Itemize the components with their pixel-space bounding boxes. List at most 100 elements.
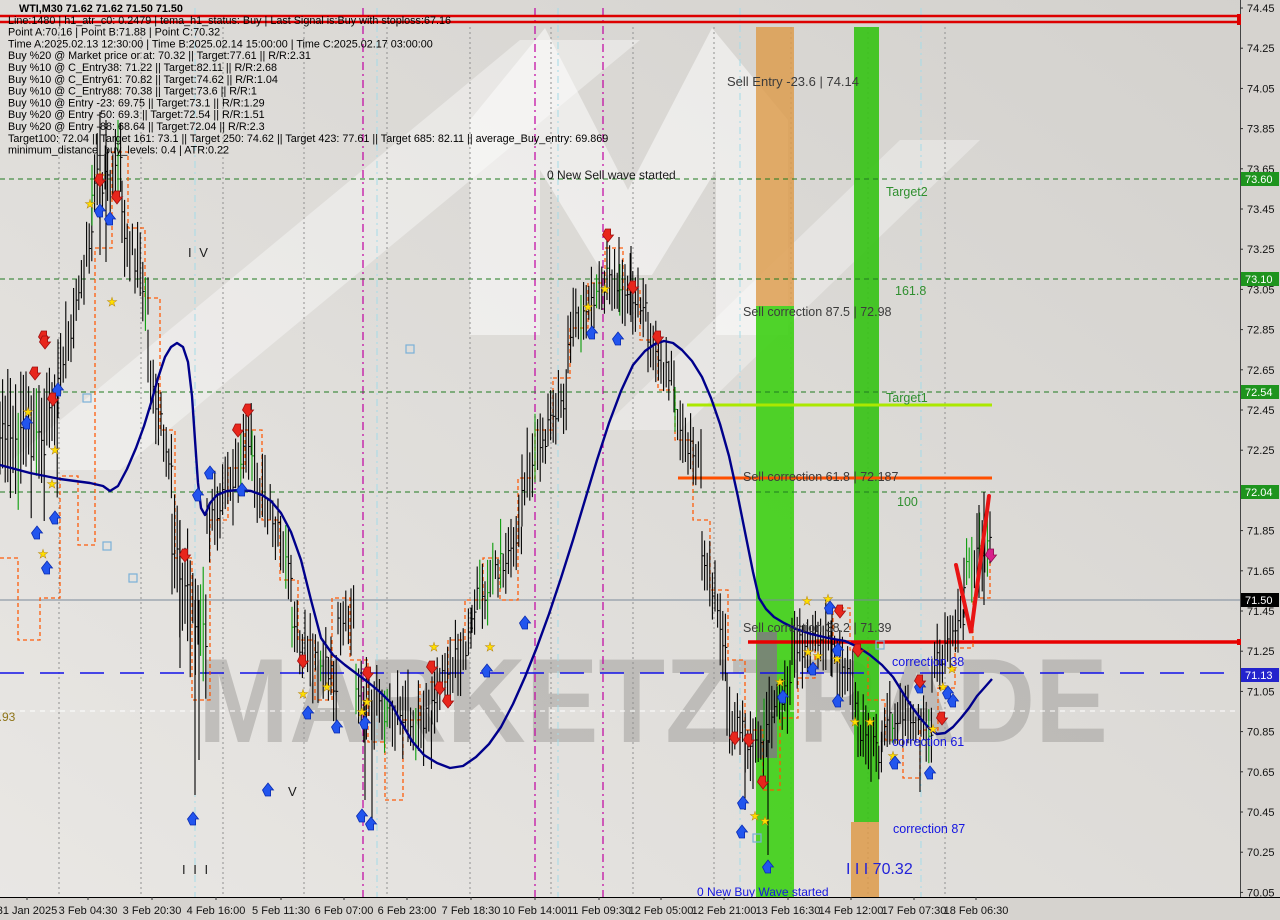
- sell-arrow-icon: [362, 666, 375, 681]
- ea-info-line: Point A:70.16 | Point B:71.88 | Point C:…: [8, 27, 220, 39]
- left-price-fragment: 9.93: [0, 710, 16, 724]
- tema-ma-line: [0, 339, 993, 770]
- ea-info-line: Buy %10 @ C_Entry38: 71.22 || Target:82.…: [8, 62, 277, 74]
- correction-61-label: correction 61: [892, 735, 964, 749]
- star-icon: ★: [38, 547, 49, 561]
- price-axis: 74.4574.2574.0573.8573.6573.4573.2573.05…: [1237, 0, 1280, 899]
- star-icon: ★: [947, 662, 958, 676]
- buy-arrow-icon: [192, 487, 205, 502]
- price-badge: 72.04: [1245, 487, 1273, 499]
- sell-arrow-icon: [29, 366, 42, 381]
- price-axis-label: 73.85: [1247, 124, 1275, 136]
- sell-arrow-icon: [914, 674, 927, 689]
- buy-arrow-icon: [31, 525, 44, 540]
- buy-arrow-icon: [889, 755, 902, 770]
- ea-info-line: Time A:2025.02.13 12:30:00 | Time B:2025…: [8, 38, 433, 50]
- buy-arrow-icon: [924, 765, 937, 780]
- brand-watermark-text: MARKETZTRADE: [198, 634, 1108, 768]
- time-axis-label: 13 Feb 16:30: [756, 905, 821, 917]
- price-axis-label: 74.05: [1247, 83, 1275, 95]
- time-axis-label: 5 Feb 11:30: [252, 905, 310, 917]
- ea-info-line: Line:1480 | h1_atr_c0: 0.2479 | tema_h1_…: [8, 15, 451, 27]
- sell-arrow-icon: [242, 403, 255, 418]
- sell-arrow-icon: [47, 392, 60, 407]
- buy-arrow-icon: [612, 331, 625, 346]
- star-icon: ★: [775, 675, 786, 689]
- star-icon: ★: [865, 715, 876, 729]
- buy-arrow-icon: [21, 415, 34, 430]
- time-axis-label: 14 Feb 12:00: [819, 905, 884, 917]
- price-badge: 71.13: [1245, 670, 1273, 682]
- sell-arrow-icon: [852, 643, 865, 658]
- star-icon: ★: [485, 640, 496, 654]
- star-icon: ★: [760, 814, 771, 828]
- time-axis-label: 18 Feb 06:30: [944, 905, 1009, 917]
- buy-arrow-icon: [331, 719, 344, 734]
- time-axis-label: 12 Feb 05:00: [629, 905, 694, 917]
- star-icon: ★: [850, 715, 861, 729]
- sell-arrow-icon: [232, 423, 245, 438]
- ea-info-line: Buy %10 @ C_Entry61: 70.82 || Target:74.…: [8, 74, 278, 86]
- star-icon: ★: [938, 680, 949, 694]
- price-axis-label: 72.85: [1247, 325, 1275, 337]
- ea-info-line: minimum_distance_buy_levels: 0.4 | ATR:0…: [8, 145, 229, 157]
- ea-info-line: Buy %10 @ Entry -23: 69.75 || Target:73.…: [8, 97, 265, 109]
- buy-arrow-icon: [204, 465, 217, 480]
- sell-arrow-icon: [652, 330, 665, 345]
- sell-arrow-icon: [297, 654, 310, 669]
- zigzag-trend-line: [954, 494, 991, 634]
- price-axis-label: 71.85: [1247, 526, 1275, 538]
- price-axis-label: 74.45: [1247, 3, 1275, 15]
- sell-arrow-icon: [729, 731, 742, 746]
- new-buy-wave-label: 0 New Buy Wave started: [697, 885, 829, 899]
- price-axis-label: 74.25: [1247, 43, 1275, 55]
- price-axis-label: 71.25: [1247, 646, 1275, 658]
- sell-corr-618-label: Sell correction 61.8 | 72.187: [743, 470, 898, 484]
- star-icon: ★: [107, 295, 118, 309]
- star-icon: ★: [50, 443, 61, 457]
- price-badge: 72.54: [1245, 387, 1273, 399]
- new-sell-wave-label: 0 New Sell wave started: [547, 168, 676, 182]
- star-icon: ★: [803, 645, 814, 659]
- price-axis-label: 72.45: [1247, 405, 1275, 417]
- buy-arrow-icon: [356, 808, 369, 823]
- buy-arrow-icon: [832, 693, 845, 708]
- time-axis-label: 3 Feb 04:30: [59, 905, 118, 917]
- star-icon: ★: [813, 649, 824, 663]
- price-axis-label: 71.65: [1247, 566, 1275, 578]
- sell-arrow-icon: [834, 604, 847, 619]
- correction-38-label: correction 38: [892, 655, 964, 669]
- sell-arrow-icon: [743, 733, 756, 748]
- wave-3-price-label: I I I 70.32: [846, 861, 913, 878]
- price-axis-label: 73.25: [1247, 244, 1275, 256]
- sell-arrow-icon: [179, 548, 192, 563]
- time-axis-label: 3 Feb 20:30: [123, 905, 182, 917]
- time-axis-label: 4 Feb 16:00: [187, 905, 246, 917]
- time-axis-label: 11 Feb 09:30: [567, 905, 631, 917]
- signal-markers: ★★★★★★★★★★★★★★★★★★★★★★★★★★★★★: [21, 169, 998, 874]
- wave-4-label: I V: [188, 245, 210, 260]
- buy-arrow-icon: [187, 811, 200, 826]
- buy-arrow-icon: [586, 325, 599, 340]
- star-icon: ★: [750, 809, 761, 823]
- sell-entry-label: Sell Entry -23.6 | 74.14: [727, 74, 859, 89]
- price-axis-label: 72.25: [1247, 445, 1275, 457]
- buy-arrow-icon: [807, 661, 820, 676]
- price-axis-label: 73.45: [1247, 204, 1275, 216]
- star-icon: ★: [362, 695, 373, 709]
- price-axis-label: 70.25: [1247, 847, 1275, 859]
- star-icon: ★: [832, 652, 843, 666]
- buy-arrow-icon: [49, 510, 62, 525]
- ea-info-line: Buy %10 @ C_Entry88: 70.38 || Target:73.…: [8, 86, 257, 98]
- buy-arrow-icon: [236, 482, 249, 497]
- ea-info-line: WTI,M30 71.62 71.62 71.50 71.50: [19, 3, 183, 15]
- wave-5-label: V: [288, 784, 297, 799]
- buy-arrow-icon: [942, 685, 955, 700]
- buy-arrow-icon: [519, 615, 532, 630]
- chart-annotations: Sell Entry -23.6 | 74.14 Sell correction …: [0, 74, 965, 899]
- buy-arrow-icon: [481, 663, 494, 678]
- time-axis-label: 7 Feb 18:30: [442, 905, 501, 917]
- target2-label: Target2: [886, 185, 928, 199]
